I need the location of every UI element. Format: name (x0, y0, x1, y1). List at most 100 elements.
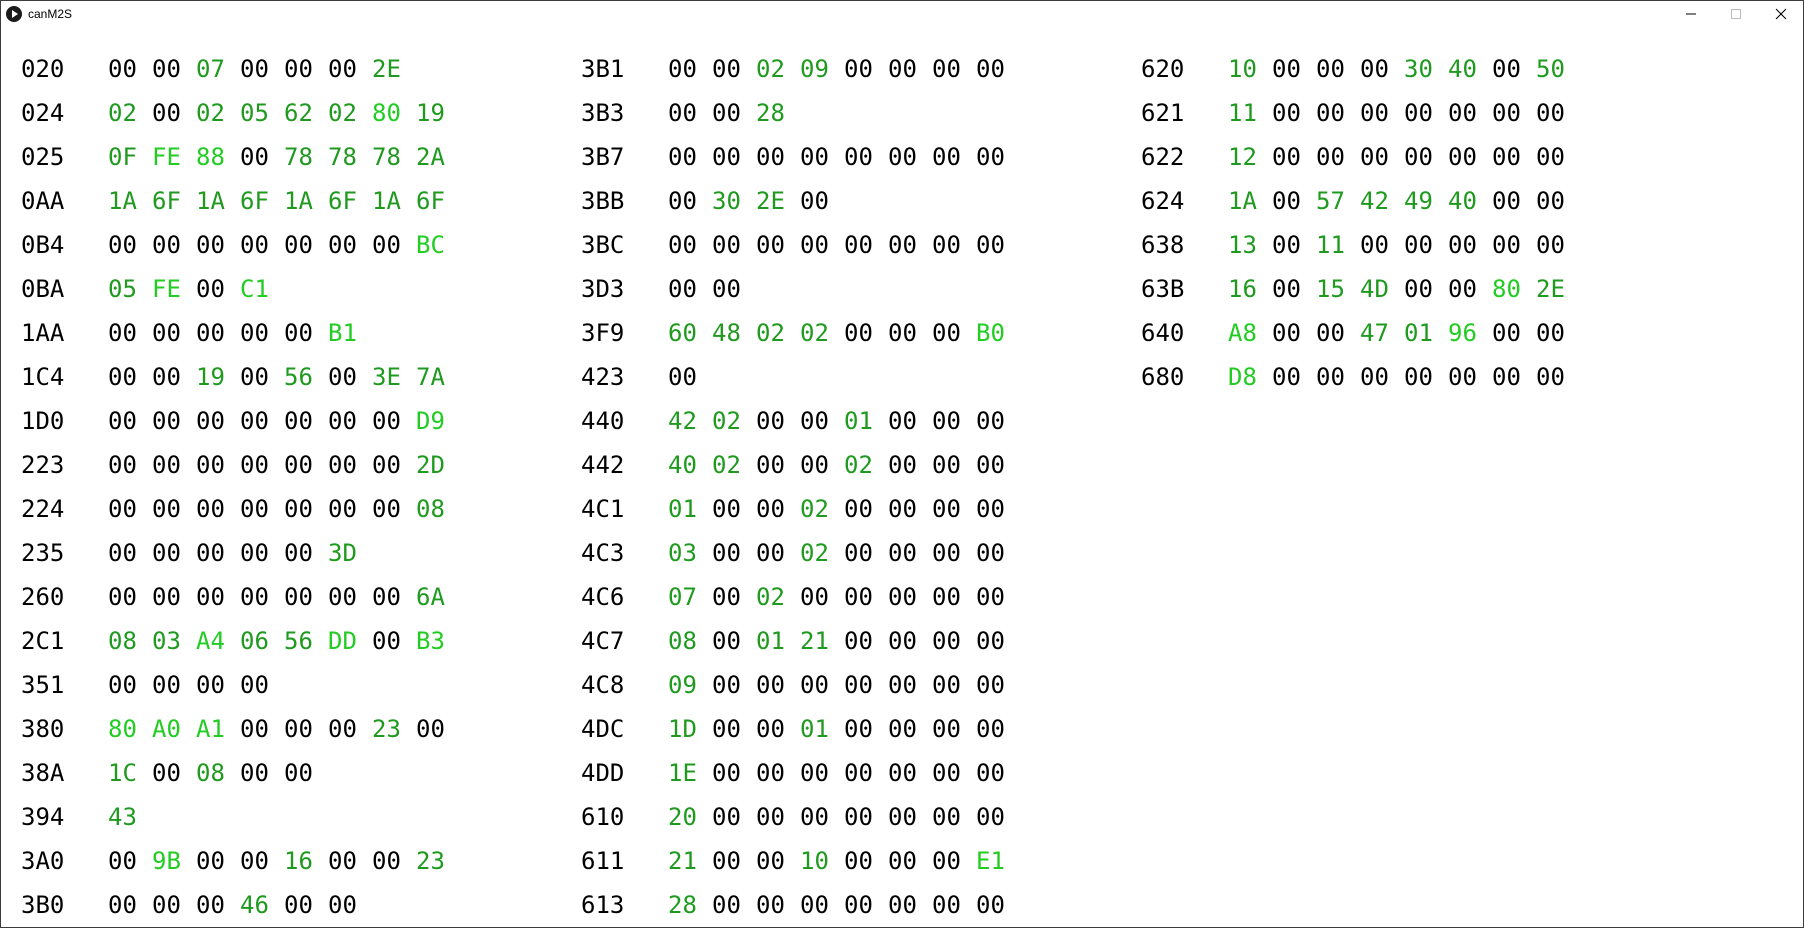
data-byte: B3 (416, 627, 445, 655)
data-byte: 01 (756, 627, 785, 655)
data-byte: 00 (976, 495, 1005, 523)
title-bar[interactable]: canM2S (1, 1, 1803, 27)
data-byte: 00 (712, 495, 741, 523)
message-bytes: 80 A0 A1 00 00 00 23 00 (108, 714, 460, 744)
close-button[interactable] (1758, 1, 1803, 27)
message-id: 3BC (581, 231, 625, 259)
data-byte: 00 (1492, 143, 1521, 171)
data-byte: 00 (284, 583, 313, 611)
message-id: 621 (1141, 99, 1185, 127)
message-id: 4DD (581, 759, 625, 787)
data-byte: 00 (1272, 231, 1301, 259)
data-byte: 00 (1316, 363, 1345, 391)
message-bytes: 21 00 00 10 00 00 00 E1 (668, 846, 1020, 876)
data-byte: 00 (328, 231, 357, 259)
can-message-panel: 020 00 00 07 00 00 00 2E 024 02 00 02 05 62 02 80 19 025 0… (1, 27, 1803, 927)
data-byte: 6F (240, 187, 269, 215)
data-byte: 00 (108, 55, 137, 83)
data-byte: 08 (416, 495, 445, 523)
data-byte: 00 (240, 231, 269, 259)
data-byte: 43 (108, 803, 137, 831)
data-byte: 01 (800, 715, 829, 743)
data-byte: 00 (712, 539, 741, 567)
message-id: 3A0 (21, 847, 65, 875)
message-id: 613 (581, 891, 625, 919)
data-byte: 00 (756, 451, 785, 479)
data-byte: 05 (240, 99, 269, 127)
minimize-button[interactable] (1668, 1, 1713, 27)
data-byte: 00 (1272, 363, 1301, 391)
data-byte: 00 (976, 55, 1005, 83)
message-bytes: 00 00 00 00 00 00 00 2D (108, 450, 460, 480)
data-byte: 00 (668, 275, 697, 303)
message-bytes: 28 00 00 00 00 00 00 00 (668, 890, 1020, 920)
data-byte: 00 (1448, 99, 1477, 127)
data-byte: 00 (712, 231, 741, 259)
data-byte: 02 (328, 99, 357, 127)
message-bytes: 11 00 00 00 00 00 00 00 (1228, 98, 1580, 128)
data-byte: 00 (1492, 231, 1521, 259)
message-bytes: 1C 00 08 00 00 (108, 758, 328, 788)
data-byte: 00 (844, 495, 873, 523)
data-byte: 6F (416, 187, 445, 215)
message-id: 620 (1141, 55, 1185, 83)
data-byte: 00 (888, 451, 917, 479)
data-byte: 00 (932, 759, 961, 787)
data-byte: 00 (196, 671, 225, 699)
data-byte: A0 (152, 715, 181, 743)
data-byte: 00 (1360, 363, 1389, 391)
data-byte: 1A (1228, 187, 1257, 215)
data-byte: 00 (1316, 319, 1345, 347)
data-byte: 00 (284, 495, 313, 523)
data-byte: 00 (108, 891, 137, 919)
data-byte: 00 (1492, 99, 1521, 127)
data-byte: 01 (668, 495, 697, 523)
data-byte: 00 (756, 407, 785, 435)
data-byte: 00 (240, 451, 269, 479)
data-byte: 48 (712, 319, 741, 347)
data-byte: 49 (1404, 187, 1433, 215)
data-byte: 00 (756, 891, 785, 919)
data-byte: 00 (1316, 55, 1345, 83)
message-bytes: 00 00 00 00 00 B1 (108, 318, 372, 348)
data-byte: 00 (1272, 55, 1301, 83)
data-byte: 00 (844, 583, 873, 611)
data-byte: 00 (1492, 187, 1521, 215)
data-byte: 00 (240, 759, 269, 787)
data-byte: 40 (1448, 187, 1477, 215)
data-byte: 00 (372, 231, 401, 259)
data-byte: 0F (108, 143, 137, 171)
data-byte: B1 (328, 319, 357, 347)
data-byte: 2A (416, 143, 445, 171)
data-byte: 00 (932, 407, 961, 435)
data-byte: 00 (976, 451, 1005, 479)
data-byte: 00 (800, 187, 829, 215)
data-byte: 00 (196, 319, 225, 347)
data-byte: 00 (888, 143, 917, 171)
data-byte: 00 (932, 231, 961, 259)
message-bytes: 16 00 15 4D 00 00 80 2E (1228, 274, 1580, 304)
data-byte: 00 (976, 759, 1005, 787)
data-byte: 11 (1228, 99, 1257, 127)
message-id: 38A (21, 759, 65, 787)
data-byte: 28 (756, 99, 785, 127)
maximize-button[interactable] (1713, 1, 1758, 27)
data-byte: 00 (1536, 187, 1565, 215)
data-byte: 3D (328, 539, 357, 567)
message-id: 3B1 (581, 55, 625, 83)
data-byte: 00 (800, 583, 829, 611)
data-byte: 03 (668, 539, 697, 567)
data-byte: 00 (932, 495, 961, 523)
data-byte: 80 (1492, 275, 1521, 303)
message-id: 63B (1141, 275, 1185, 303)
data-byte: 00 (844, 143, 873, 171)
data-byte: 00 (712, 627, 741, 655)
message-bytes: 00 00 07 00 00 00 2E (108, 54, 416, 84)
data-byte: 00 (888, 803, 917, 831)
data-byte: 00 (1272, 319, 1301, 347)
data-byte: 60 (668, 319, 697, 347)
data-byte: 1A (372, 187, 401, 215)
message-bytes: 10 00 00 00 30 40 00 50 (1228, 54, 1580, 84)
data-byte: 00 (196, 275, 225, 303)
message-bytes: 02 00 02 05 62 02 80 19 (108, 98, 460, 128)
